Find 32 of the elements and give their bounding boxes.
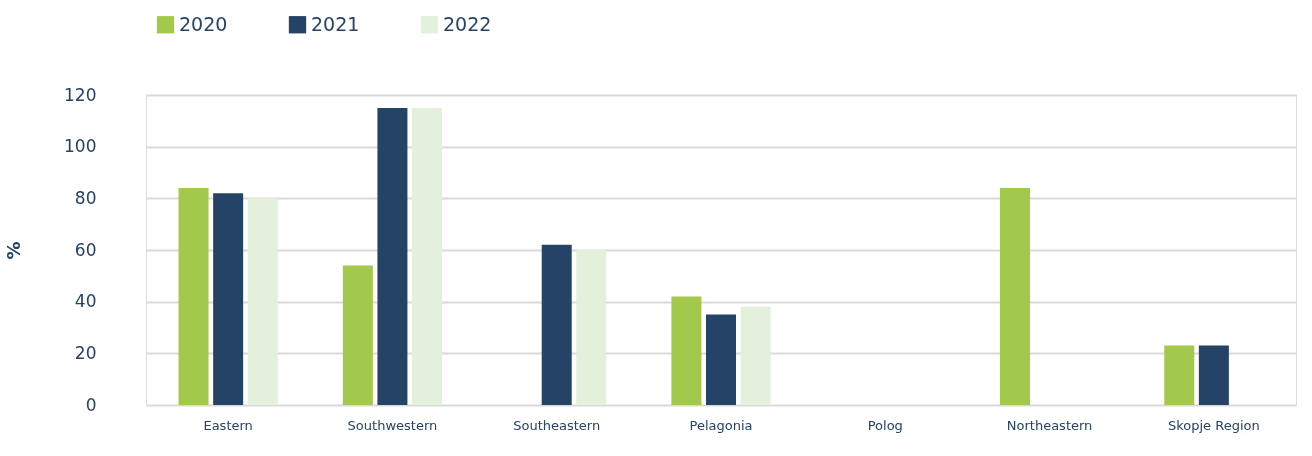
bar <box>999 188 1030 405</box>
x-tick-label: Southwestern <box>347 417 438 433</box>
bar <box>671 296 702 405</box>
y-tick-label: 100 <box>64 136 97 157</box>
y-tick-label: 80 <box>74 187 97 208</box>
bar <box>740 306 771 405</box>
y-axis-title: % <box>3 241 25 260</box>
legend-label: 2020 <box>179 12 228 35</box>
bar <box>541 244 572 405</box>
bar <box>377 107 408 405</box>
x-tick-label: Southeastern <box>513 417 601 433</box>
x-tick-label: Eastern <box>203 417 253 433</box>
y-tick-label: 0 <box>85 394 97 415</box>
x-tick-label: Polog <box>867 417 903 433</box>
y-tick-label: 40 <box>74 291 97 312</box>
y-tick-label: 20 <box>74 342 97 363</box>
bar <box>213 193 244 405</box>
bar <box>1164 345 1195 405</box>
bar <box>247 198 278 405</box>
y-tick-label: 120 <box>64 84 97 105</box>
x-tick-label: Pelagonia <box>689 417 753 433</box>
legend-label: 2022 <box>443 12 492 35</box>
bar <box>1198 345 1229 405</box>
bar <box>706 314 736 405</box>
y-tick-label: 60 <box>74 239 97 260</box>
bar <box>576 250 607 405</box>
bar <box>342 265 373 405</box>
bar <box>178 188 209 405</box>
x-tick-label: Northeastern <box>1006 417 1093 433</box>
x-tick-label: Skopje Region <box>1167 417 1260 433</box>
bar <box>412 107 443 405</box>
legend-label: 2021 <box>311 12 360 35</box>
